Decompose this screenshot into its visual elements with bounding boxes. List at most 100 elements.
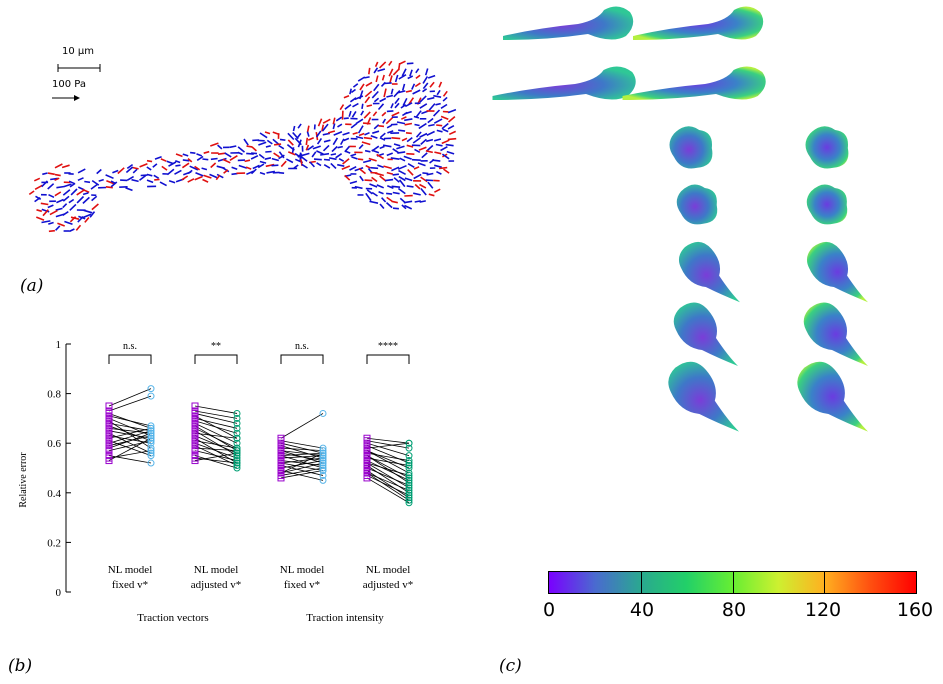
traction-arrow	[368, 67, 371, 75]
category-label-line1: NL model	[194, 564, 239, 576]
traction-arrow	[300, 152, 310, 157]
traction-arrow	[244, 159, 251, 163]
right-point	[405, 452, 413, 460]
traction-arrow	[404, 177, 413, 182]
traction-arrow	[407, 75, 414, 80]
traction-arrow	[297, 139, 302, 148]
category-label-line2: fixed v*	[284, 579, 320, 591]
right-point	[405, 462, 413, 470]
traction-arrow	[373, 97, 380, 103]
traction-arrow	[435, 143, 443, 147]
pair-line	[194, 430, 238, 456]
right-point	[147, 437, 155, 445]
scale-arrow-label: 100 Pa	[52, 79, 86, 90]
traction-arrow	[417, 162, 426, 167]
traction-arrow	[369, 183, 378, 188]
right-point	[233, 459, 241, 467]
traction-arrow	[77, 177, 84, 182]
traction-arrow	[217, 144, 223, 150]
cell-heatmap	[678, 241, 740, 303]
pair-line	[366, 467, 410, 486]
traction-arrow	[217, 157, 227, 162]
right-point	[147, 447, 155, 455]
traction-arrow	[354, 185, 363, 190]
right-point	[405, 496, 413, 504]
traction-arrow	[373, 83, 380, 92]
traction-arrow	[368, 157, 377, 162]
pair-line	[366, 465, 410, 494]
right-point	[405, 471, 413, 479]
traction-arrow	[359, 83, 365, 91]
colorbar-divider	[640, 572, 642, 593]
traction-arrow	[386, 152, 393, 157]
traction-arrow	[62, 203, 68, 209]
right-point	[319, 476, 327, 484]
cell-heatmap	[806, 184, 848, 225]
traction-arrow	[210, 162, 217, 169]
traction-arrow	[377, 68, 386, 72]
panel-a-label: (a)	[20, 276, 44, 296]
cell-heatmap	[503, 6, 634, 41]
cell-heatmap	[803, 302, 868, 366]
traction-arrow	[222, 158, 231, 164]
traction-arrow	[379, 137, 386, 141]
traction-arrow	[426, 138, 434, 143]
traction-arrow	[202, 158, 209, 161]
traction-arrow	[426, 130, 435, 137]
traction-arrow	[406, 62, 414, 65]
traction-arrow	[366, 104, 373, 108]
traction-arrow	[273, 152, 280, 158]
significance-label: ****	[378, 341, 398, 352]
traction-arrow	[112, 169, 119, 174]
section-label: Traction vectors	[137, 612, 208, 624]
traction-arrow	[427, 181, 434, 189]
traction-arrow	[245, 166, 252, 170]
traction-arrow	[337, 123, 343, 128]
traction-arrow	[414, 82, 421, 88]
traction-arrow	[386, 124, 393, 129]
traction-arrow	[418, 122, 427, 130]
traction-arrow	[372, 130, 380, 134]
right-point	[147, 452, 155, 460]
traction-arrow	[374, 61, 379, 68]
significance-label: n.s.	[123, 341, 137, 352]
traction-arrow	[54, 163, 63, 169]
traction-arrow	[322, 132, 331, 136]
traction-arrow	[68, 180, 75, 185]
pair-line	[194, 457, 238, 464]
traction-arrow	[424, 68, 429, 76]
right-point	[233, 449, 241, 457]
right-point	[405, 444, 413, 452]
traction-arrow	[278, 154, 285, 160]
traction-arrow	[210, 142, 219, 147]
traction-arrow	[379, 145, 385, 150]
traction-arrow	[98, 178, 104, 182]
traction-arrow	[398, 179, 406, 188]
left-point	[105, 457, 113, 465]
traction-arrow	[301, 163, 308, 169]
traction-arrow	[83, 209, 93, 214]
traction-arrow	[55, 225, 61, 231]
traction-arrow	[350, 88, 356, 94]
traction-arrow	[383, 165, 392, 170]
traction-arrow	[411, 83, 416, 90]
traction-arrow	[258, 153, 265, 159]
traction-arrow	[397, 151, 406, 154]
traction-arrow	[246, 145, 253, 148]
traction-arrow	[41, 220, 51, 224]
traction-arrow	[274, 143, 282, 146]
traction-arrow	[435, 102, 441, 106]
traction-arrow	[351, 156, 358, 160]
traction-arrow	[446, 150, 455, 155]
traction-arrow	[405, 89, 412, 93]
traction-arrow	[42, 172, 48, 176]
pair-line	[280, 450, 324, 456]
traction-arrow	[349, 165, 357, 171]
pair-line	[280, 462, 324, 474]
pair-line	[194, 447, 238, 452]
traction-arrow	[378, 125, 385, 128]
right-point	[233, 409, 241, 417]
traction-arrow	[62, 211, 69, 216]
traction-arrow	[358, 132, 365, 137]
category-label-line2: adjusted v*	[363, 579, 413, 591]
